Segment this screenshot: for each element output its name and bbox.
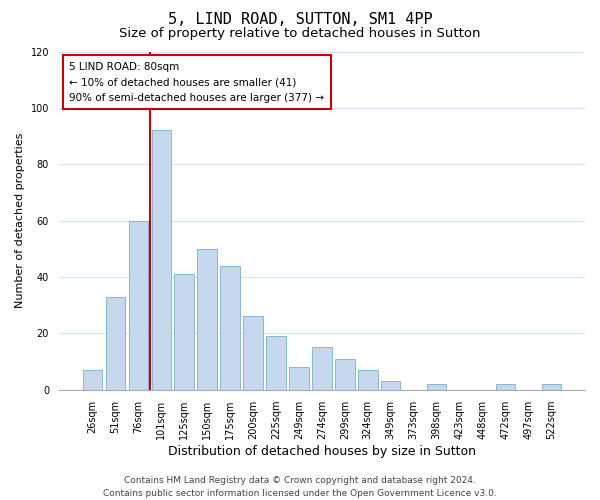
Bar [220,266,240,390]
Bar [266,336,286,390]
Bar [83,370,102,390]
Text: Size of property relative to detached houses in Sutton: Size of property relative to detached ho… [119,28,481,40]
X-axis label: Distribution of detached houses by size in Sutton: Distribution of detached houses by size … [168,444,476,458]
Bar [335,358,355,390]
Bar [358,370,377,390]
Bar [106,296,125,390]
Text: 5 LIND ROAD: 80sqm
← 10% of detached houses are smaller (41)
90% of semi-detache: 5 LIND ROAD: 80sqm ← 10% of detached hou… [70,62,325,103]
Bar [197,249,217,390]
Text: Contains HM Land Registry data © Crown copyright and database right 2024.
Contai: Contains HM Land Registry data © Crown c… [103,476,497,498]
Bar [244,316,263,390]
Bar [542,384,561,390]
Bar [289,367,308,390]
Bar [152,130,171,390]
Bar [175,274,194,390]
Bar [427,384,446,390]
Bar [312,348,332,390]
Bar [496,384,515,390]
Y-axis label: Number of detached properties: Number of detached properties [15,133,25,308]
Bar [381,382,400,390]
Text: 5, LIND ROAD, SUTTON, SM1 4PP: 5, LIND ROAD, SUTTON, SM1 4PP [167,12,433,28]
Bar [128,220,148,390]
